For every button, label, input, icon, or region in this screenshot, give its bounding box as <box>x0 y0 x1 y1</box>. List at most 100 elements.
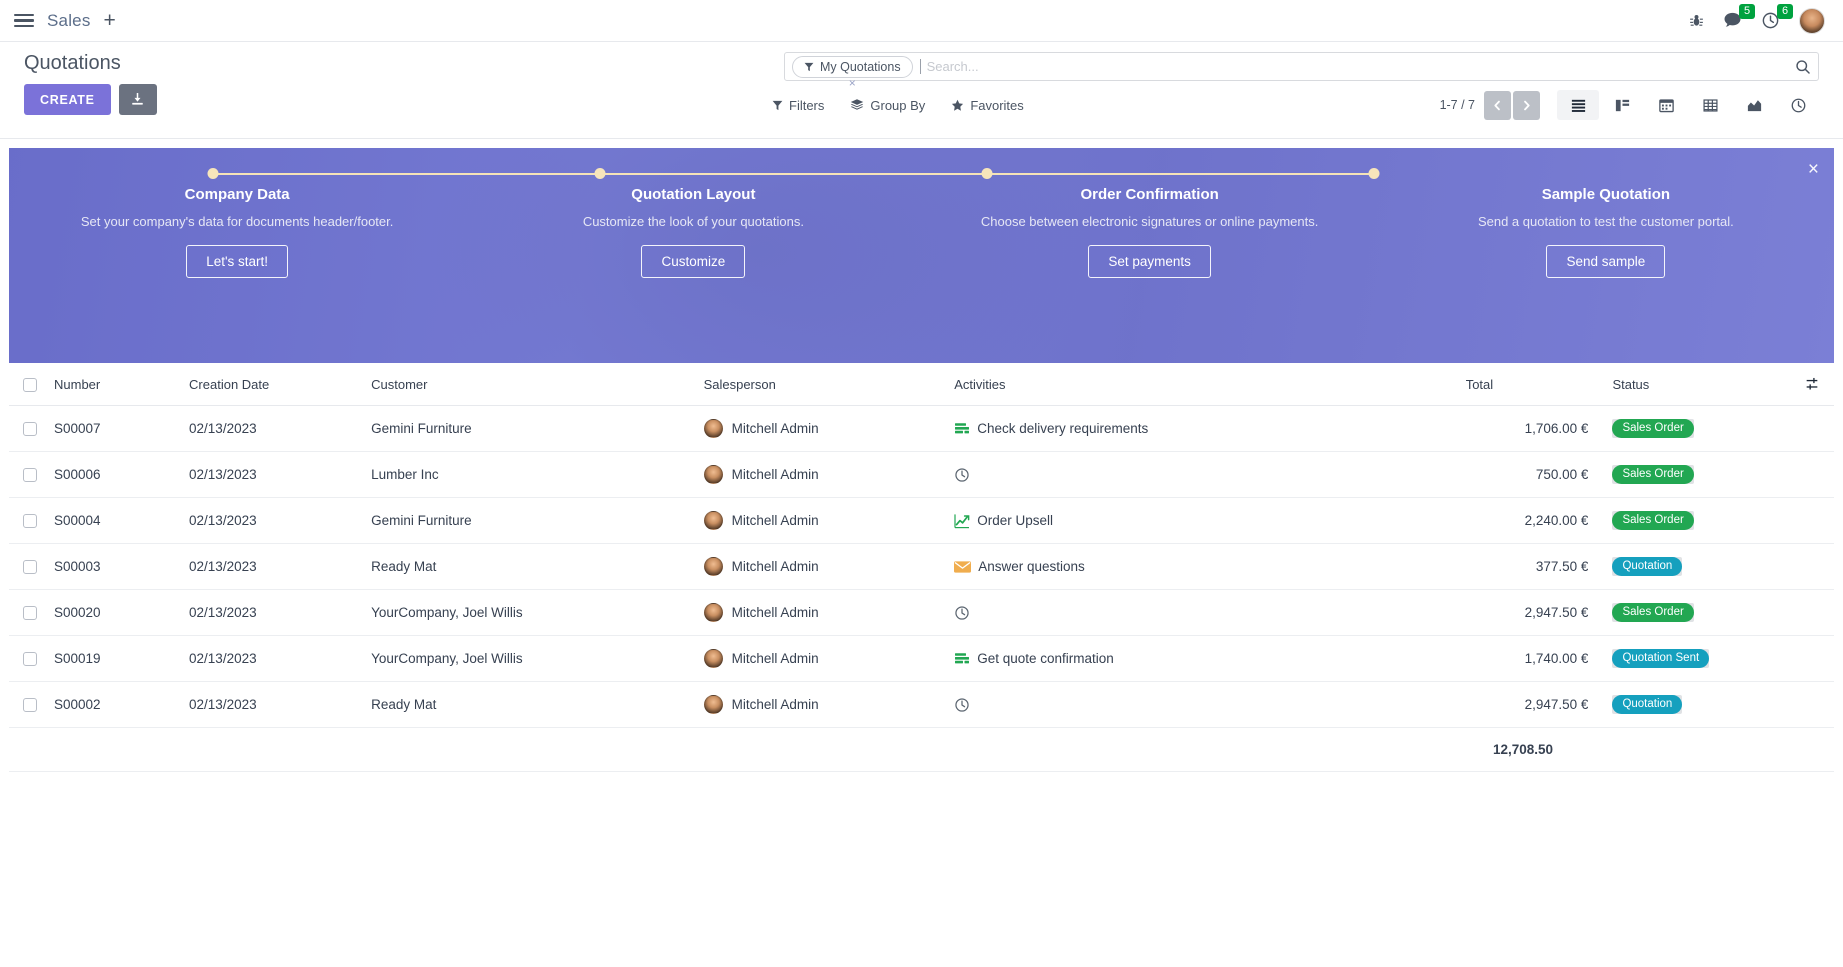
row-select-cell[interactable] <box>9 451 54 498</box>
cell-number[interactable]: S00002 <box>54 681 190 728</box>
cell-number[interactable]: S00006 <box>54 451 190 498</box>
table-row[interactable]: S00020 02/13/2023 YourCompany, Joel Willis… <box>9 589 1834 636</box>
cell-creation-date[interactable]: 02/13/2023 <box>189 589 372 636</box>
cell-number[interactable]: S00020 <box>54 589 190 636</box>
cell-salesperson[interactable]: Mitchell Admin <box>703 681 955 728</box>
view-activity-button[interactable] <box>1777 90 1819 120</box>
row-select-cell[interactable] <box>9 635 54 682</box>
trending-up-icon[interactable] <box>954 513 970 529</box>
activities-clock-icon[interactable]: 6 <box>1761 4 1793 30</box>
row-checkbox[interactable] <box>23 698 37 713</box>
cell-salesperson[interactable]: Mitchell Admin <box>703 451 955 498</box>
cell-status[interactable]: Sales Order <box>1588 497 1794 544</box>
table-row[interactable]: S00007 02/13/2023 Gemini Furniture Mitchell… <box>9 405 1834 452</box>
cell-status[interactable]: Sales Order <box>1588 589 1794 636</box>
cell-status[interactable]: Quotation Sent <box>1588 635 1794 682</box>
cell-status[interactable]: Quotation <box>1588 681 1794 728</box>
column-header-status[interactable]: Status <box>1588 363 1794 406</box>
cell-salesperson[interactable]: Mitchell Admin <box>703 497 955 544</box>
row-checkbox[interactable] <box>23 422 37 437</box>
row-select-cell[interactable] <box>9 681 54 728</box>
cell-salesperson[interactable]: Mitchell Admin <box>703 589 955 636</box>
view-list-button[interactable] <box>1557 90 1599 120</box>
column-header-salesperson[interactable]: Salesperson <box>703 363 955 406</box>
avatar[interactable] <box>1799 7 1825 34</box>
cell-activities[interactable] <box>954 681 1466 728</box>
cell-customer[interactable]: YourCompany, Joel Willis <box>371 589 704 636</box>
cell-number[interactable]: S00007 <box>54 405 190 452</box>
search-facet-my-quotations[interactable]: My Quotations × <box>792 55 913 90</box>
row-select-cell[interactable] <box>9 589 54 636</box>
pager-next-button[interactable] <box>1513 90 1540 120</box>
cell-customer[interactable]: Ready Mat <box>371 543 704 590</box>
cell-activities[interactable]: Get quote confirmation <box>954 635 1466 682</box>
cell-number[interactable]: S00003 <box>54 543 190 590</box>
app-brand-name[interactable]: Sales <box>47 10 91 30</box>
cell-customer[interactable]: Ready Mat <box>371 681 704 728</box>
cell-activities[interactable] <box>954 451 1466 498</box>
view-calendar-button[interactable] <box>1645 90 1687 120</box>
table-row[interactable]: S00003 02/13/2023 Ready Mat Mitchell Admin A… <box>9 543 1834 590</box>
cell-creation-date[interactable]: 02/13/2023 <box>189 405 372 452</box>
groupby-dropdown[interactable]: Group By <box>850 98 925 113</box>
row-checkbox[interactable] <box>23 560 37 575</box>
cell-creation-date[interactable]: 02/13/2023 <box>189 681 372 728</box>
list-green-icon[interactable] <box>954 651 970 667</box>
cell-salesperson[interactable]: Mitchell Admin <box>703 543 955 590</box>
cell-customer[interactable]: Lumber Inc <box>371 451 704 498</box>
row-checkbox[interactable] <box>23 606 37 621</box>
column-header-total[interactable]: Total <box>1465 363 1589 406</box>
cell-creation-date[interactable]: 02/13/2023 <box>189 635 372 682</box>
close-banner-icon[interactable]: × <box>1807 159 1819 180</box>
row-checkbox[interactable] <box>23 468 37 483</box>
cell-activities[interactable] <box>954 589 1466 636</box>
customize-button[interactable]: Customize <box>641 244 746 278</box>
cell-creation-date[interactable]: 02/13/2023 <box>189 543 372 590</box>
bug-icon[interactable] <box>1689 13 1704 28</box>
hamburger-icon[interactable] <box>14 13 34 28</box>
column-header-creation-date[interactable]: Creation Date <box>189 363 372 406</box>
row-select-cell[interactable] <box>9 543 54 590</box>
list-green-icon[interactable] <box>954 421 970 437</box>
import-button[interactable] <box>118 84 157 115</box>
table-row[interactable]: S00004 02/13/2023 Gemini Furniture Mitchell… <box>9 497 1834 544</box>
cell-customer[interactable]: Gemini Furniture <box>371 497 704 544</box>
cell-status[interactable]: Sales Order <box>1588 451 1794 498</box>
table-row[interactable]: S00019 02/13/2023 YourCompany, Joel Willis… <box>9 635 1834 682</box>
row-checkbox[interactable] <box>23 514 37 529</box>
cell-status[interactable]: Sales Order <box>1588 405 1794 452</box>
cell-creation-date[interactable]: 02/13/2023 <box>189 497 372 544</box>
view-kanban-button[interactable] <box>1601 90 1643 120</box>
row-select-cell[interactable] <box>9 497 54 544</box>
clock-icon[interactable] <box>954 467 970 483</box>
cell-activities[interactable]: Order Upsell <box>954 497 1466 544</box>
filters-dropdown[interactable]: Filters <box>772 98 824 113</box>
cell-number[interactable]: S00019 <box>54 635 190 682</box>
search-input[interactable] <box>919 59 1795 74</box>
pager-previous-button[interactable] <box>1484 90 1511 120</box>
column-header-number[interactable]: Number <box>54 363 190 406</box>
cell-activities[interactable]: Answer questions <box>954 543 1466 590</box>
clock-icon[interactable] <box>954 605 970 621</box>
row-select-cell[interactable] <box>9 405 54 452</box>
remove-facet-icon[interactable]: × <box>848 75 856 90</box>
cell-number[interactable]: S00004 <box>54 497 190 544</box>
row-checkbox[interactable] <box>23 652 37 667</box>
favorites-dropdown[interactable]: Favorites <box>951 98 1024 113</box>
table-row[interactable]: S00006 02/13/2023 Lumber Inc Mitchell Admin… <box>9 451 1834 498</box>
plus-icon[interactable]: + <box>103 9 116 32</box>
cell-customer[interactable]: YourCompany, Joel Willis <box>371 635 704 682</box>
cell-activities[interactable]: Check delivery requirements <box>954 405 1466 452</box>
cell-salesperson[interactable]: Mitchell Admin <box>703 635 955 682</box>
lets-start-button[interactable]: Let's start! <box>186 244 289 278</box>
search-bar[interactable]: My Quotations × <box>784 52 1819 90</box>
cell-salesperson[interactable]: Mitchell Admin <box>703 405 955 452</box>
column-header-customer[interactable]: Customer <box>371 363 704 406</box>
send-sample-button[interactable]: Send sample <box>1546 244 1666 278</box>
column-header-activities[interactable]: Activities <box>954 363 1466 406</box>
table-row[interactable]: S00002 02/13/2023 Ready Mat Mitchell Admin 2… <box>9 681 1834 728</box>
set-payments-button[interactable]: Set payments <box>1088 244 1211 278</box>
envelope-orange-icon[interactable] <box>954 560 972 574</box>
cell-status[interactable]: Quotation <box>1588 543 1794 590</box>
cell-customer[interactable]: Gemini Furniture <box>371 405 704 452</box>
